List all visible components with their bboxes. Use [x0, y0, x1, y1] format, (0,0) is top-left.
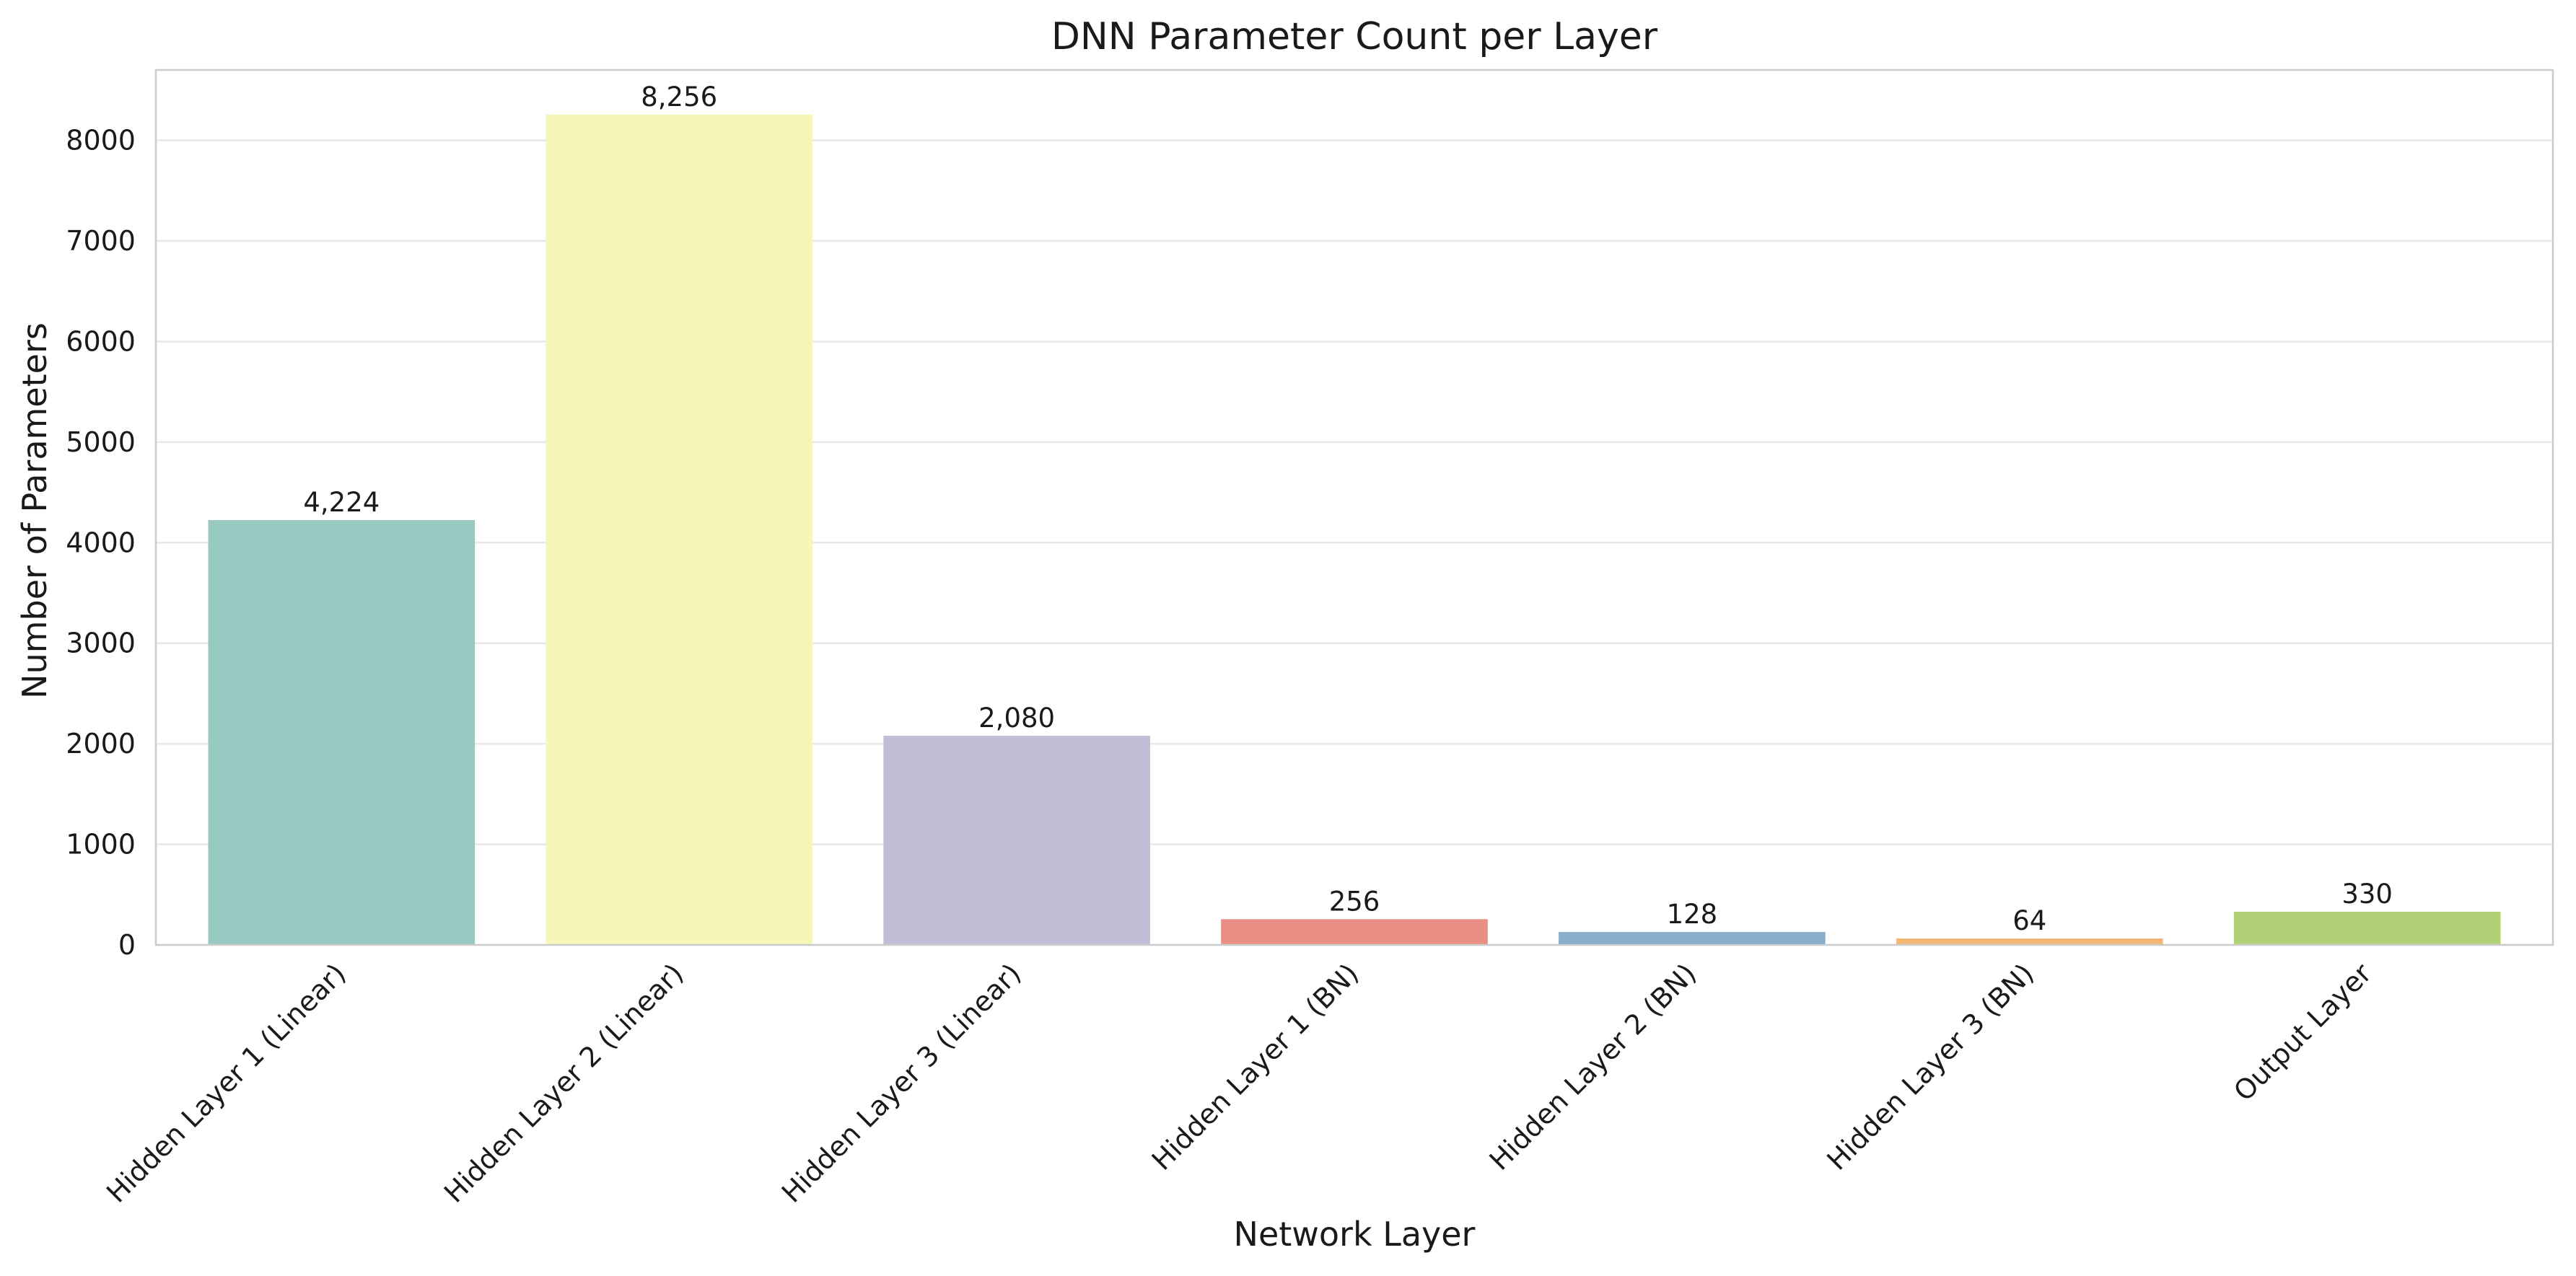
bar	[546, 114, 813, 946]
y-tick-label: 8000	[66, 125, 136, 157]
x-tick-label: Hidden Layer 1 (BN)	[1146, 957, 1365, 1176]
bar-value-label: 256	[1329, 886, 1380, 917]
y-tick-label: 5000	[66, 426, 136, 458]
bar-value-labels: 4,224 8,256 2,080 256 128 64 330	[303, 82, 2393, 936]
bar	[1221, 919, 1488, 945]
bar-value-label: 64	[2012, 905, 2046, 936]
bar-value-label: 8,256	[641, 82, 717, 113]
x-tick-label: Hidden Layer 2 (Linear)	[438, 957, 690, 1209]
x-tick-label: Hidden Layer 1 (Linear)	[100, 957, 352, 1209]
y-axis-label: Number of Parameters	[15, 322, 54, 699]
y-axis-ticks: 0 1000 2000 3000 4000 5000 6000 7000 8000	[66, 125, 136, 961]
chart-title: DNN Parameter Count per Layer	[1051, 15, 1658, 58]
y-tick-label: 4000	[66, 527, 136, 558]
x-axis-label: Network Layer	[1234, 1215, 1476, 1254]
gridlines	[156, 139, 2553, 946]
bar	[1559, 932, 1826, 945]
x-tick-label: Hidden Layer 3 (BN)	[1821, 957, 2041, 1176]
bar-value-label: 128	[1667, 899, 1718, 930]
bar	[1896, 938, 2163, 945]
bar	[208, 520, 476, 945]
bar-value-label: 330	[2341, 879, 2393, 910]
y-tick-label: 3000	[66, 628, 136, 659]
y-tick-label: 2000	[66, 728, 136, 760]
plot-frame	[154, 69, 2554, 946]
y-tick-label: 0	[118, 929, 136, 961]
bar-value-label: 4,224	[303, 487, 380, 518]
x-tick-label: Hidden Layer 2 (BN)	[1484, 957, 1703, 1176]
bar	[883, 735, 1150, 945]
bar	[2233, 911, 2501, 945]
x-tick-label: Hidden Layer 3 (Linear)	[776, 957, 1028, 1209]
x-tick-label: Output Layer	[2227, 957, 2378, 1107]
bar-value-label: 2,080	[978, 703, 1055, 734]
y-tick-label: 6000	[66, 325, 136, 357]
y-tick-label: 1000	[66, 829, 136, 861]
bars	[208, 114, 2501, 946]
x-axis-ticks: Hidden Layer 1 (Linear) Hidden Layer 2 (L…	[100, 957, 2378, 1209]
y-tick-label: 7000	[66, 225, 136, 257]
